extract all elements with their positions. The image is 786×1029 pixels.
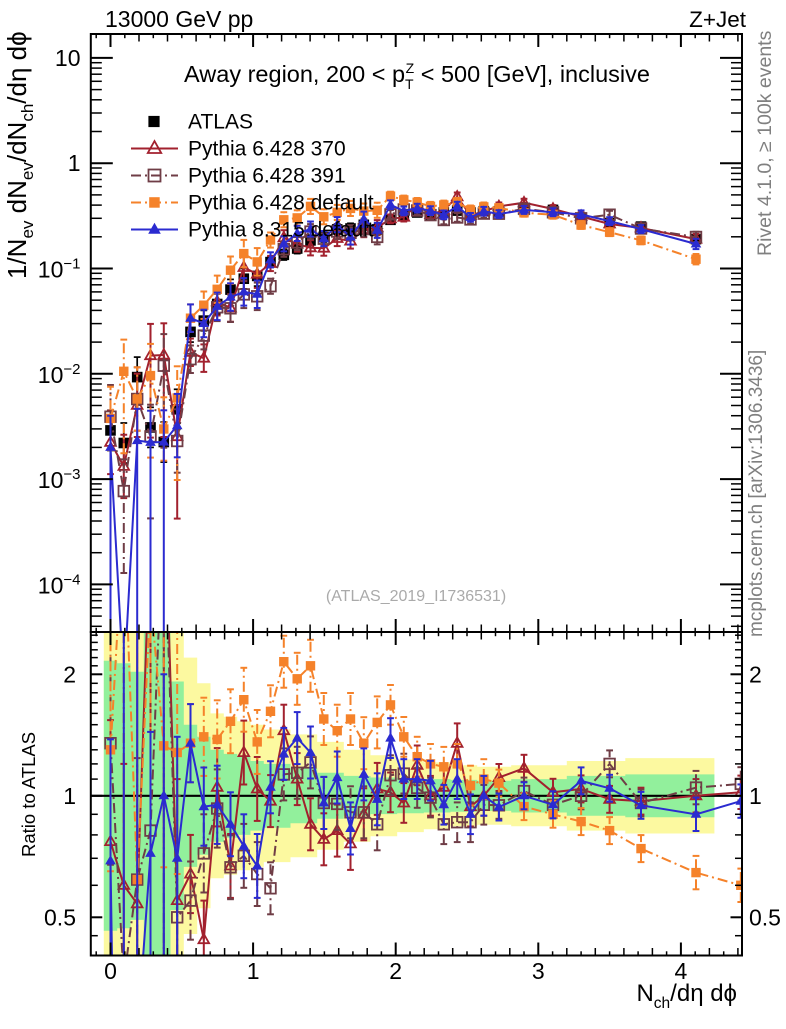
svg-text:0.5: 0.5 <box>749 904 781 930</box>
svg-text:13000 GeV pp: 13000 GeV pp <box>105 6 253 32</box>
svg-text:4: 4 <box>675 958 688 984</box>
svg-text:Pythia 6.428 default: Pythia 6.428 default <box>188 192 374 215</box>
svg-text:Rivet 4.1.0, ≥ 100k events: Rivet 4.1.0, ≥ 100k events <box>754 30 776 256</box>
svg-text:1: 1 <box>247 958 260 984</box>
svg-text:0: 0 <box>104 958 117 984</box>
svg-text:Ratio to ATLAS: Ratio to ATLAS <box>18 732 39 857</box>
svg-text:10: 10 <box>55 45 81 71</box>
svg-text:10−4: 10−4 <box>38 571 81 598</box>
svg-text:1: 1 <box>749 783 762 809</box>
svg-text:1/Nev dNev/dNch/dη dϕ: 1/Nev dNev/dNch/dη dϕ <box>2 31 37 279</box>
svg-text:0.5: 0.5 <box>44 904 76 930</box>
svg-text:1: 1 <box>63 783 76 809</box>
svg-text:Nch/dη dϕ: Nch/dη dϕ <box>636 980 737 1012</box>
svg-text:2: 2 <box>63 661 76 687</box>
svg-text:Pythia 6.428 370: Pythia 6.428 370 <box>188 138 346 161</box>
svg-text:Pythia 8.315 default: Pythia 8.315 default <box>188 219 374 242</box>
svg-text:Away region, 200 < pTZ < 500 [: Away region, 200 < pTZ < 500 [GeV], incl… <box>184 60 650 92</box>
svg-text:2: 2 <box>749 661 762 687</box>
svg-text:2: 2 <box>389 958 402 984</box>
svg-text:3: 3 <box>532 958 545 984</box>
svg-text:1: 1 <box>68 150 81 176</box>
svg-text:mcplots.cern.ch [arXiv:1306.34: mcplots.cern.ch [arXiv:1306.3436] <box>746 350 767 637</box>
svg-text:ATLAS: ATLAS <box>188 111 253 134</box>
svg-text:Z+Jet: Z+Jet <box>689 7 747 32</box>
svg-text:Pythia 6.428 391: Pythia 6.428 391 <box>188 165 346 188</box>
svg-text:(ATLAS_2019_I1736531): (ATLAS_2019_I1736531) <box>326 588 506 605</box>
